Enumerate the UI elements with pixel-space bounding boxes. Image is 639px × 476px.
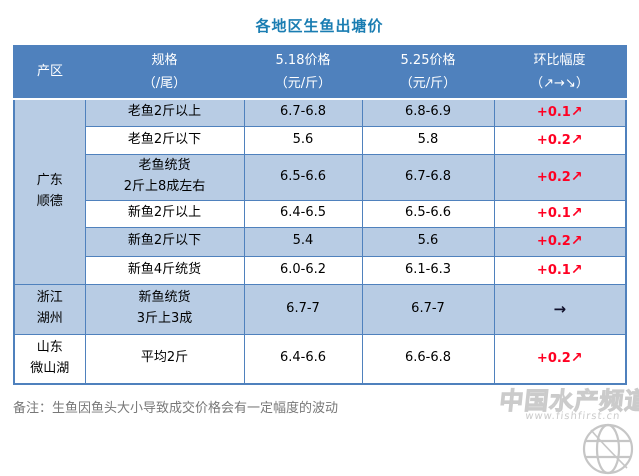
price-525-cell: 6.7-6.8 <box>361 153 495 201</box>
price-525-cell: 6.5-6.6 <box>361 199 495 228</box>
table-row: 浙江 湖州 新鱼统货 3斤上3成 6.7-7 6.7-7 → <box>13 283 627 335</box>
spec-cell: 新鱼2斤以上 <box>84 199 245 228</box>
spec-cell: 老鱼2斤以下 <box>84 125 245 155</box>
region-cell-zhejiang: 浙江 湖州 <box>13 283 86 335</box>
header-spec: 规格 （/尾） <box>85 46 244 100</box>
watermark: 中国水产频道 www.fishfirst.cn <box>449 387 639 476</box>
header-region: 产区 <box>14 46 85 100</box>
price-518-cell: 6.4-6.6 <box>243 333 363 385</box>
up-arrow-icon: ↗ <box>570 104 583 121</box>
price-518-cell: 5.4 <box>243 226 363 257</box>
table-row: 新鱼2斤以上 6.4-6.5 6.5-6.6 +0.1↗ <box>14 199 627 228</box>
change-cell: +0.1↗ <box>493 255 627 285</box>
spec-cell: 新鱼4斤统货 <box>84 255 245 285</box>
price-518-cell: 6.7-7 <box>243 283 363 335</box>
table-row: 山东 微山湖 平均2斤 6.4-6.6 6.6-6.8 +0.2↗ <box>13 333 627 385</box>
price-518-cell: 6.4-6.5 <box>243 199 363 228</box>
table-row: 新鱼4斤统货 6.0-6.2 6.1-6.3 +0.1↗ <box>14 255 627 285</box>
up-arrow-icon: ↗ <box>570 168 583 185</box>
price-518-cell: 6.0-6.2 <box>243 255 363 285</box>
change-cell: +0.2↗ <box>493 226 627 257</box>
table-header: 产区 规格 （/尾） 5.18价格 （元/斤） 5.25价格 （元/斤） 环比幅度 （↗… <box>14 46 626 100</box>
spec-cell: 老鱼统货 2斤上8成左右 <box>84 153 245 201</box>
up-arrow-icon: ↗ <box>570 261 583 278</box>
spec-cell: 老鱼2斤以上 <box>84 98 245 127</box>
header-price-518: 5.18价格 （元/斤） <box>244 46 362 100</box>
table-row: 广东 顺德 老鱼2斤以上 6.7-6.8 6.8-6.9 +0.1↗ <box>13 98 627 285</box>
footnote: 备注：生鱼因鱼头大小导致成交价格会有一定幅度的波动 <box>13 401 339 416</box>
header-price-525: 5.25价格 （元/斤） <box>362 46 494 100</box>
region-cell-guangdong: 广东 顺德 <box>13 98 86 285</box>
spec-cell: 新鱼2斤以下 <box>84 226 245 257</box>
change-cell: +0.1↗ <box>493 199 627 228</box>
region-cell-shandong: 山东 微山湖 <box>13 333 86 385</box>
price-525-cell: 5.6 <box>361 226 495 257</box>
change-cell: +0.2↗ <box>493 333 627 385</box>
change-cell: +0.1↗ <box>493 98 627 127</box>
table-row: 老鱼2斤以下 5.6 5.8 +0.2↗ <box>14 125 627 155</box>
price-525-cell: 6.8-6.9 <box>361 98 495 127</box>
change-cell: +0.2↗ <box>493 125 627 155</box>
change-cell: +0.2↗ <box>493 153 627 201</box>
fish-price-table: 产区 规格 （/尾） 5.18价格 （元/斤） 5.25价格 （元/斤） 环比幅度 （↗… <box>13 45 627 385</box>
spec-cell: 新鱼统货 3斤上3成 <box>84 283 245 335</box>
table-row: 新鱼2斤以下 5.4 5.6 +0.2↗ <box>14 226 627 257</box>
price-525-cell: 6.1-6.3 <box>361 255 495 285</box>
price-518-cell: 6.7-6.8 <box>243 98 363 127</box>
up-arrow-icon: ↗ <box>570 233 583 250</box>
page: 各地区生鱼出塘价 产区 规格 （/尾） 5.18价格 （元/斤） 5.25价格 （元/… <box>13 17 639 475</box>
up-arrow-icon: ↗ <box>570 131 583 148</box>
up-arrow-icon: ↗ <box>570 350 583 367</box>
globe-icon <box>582 424 634 475</box>
page-title: 各地区生鱼出塘价 <box>255 17 384 35</box>
header-change: 环比幅度 （↗→↘） <box>494 46 626 100</box>
price-525-cell: 6.7-7 <box>361 283 495 335</box>
up-arrow-icon: ↗ <box>570 205 583 222</box>
price-518-cell: 5.6 <box>243 125 363 155</box>
change-cell: → <box>493 283 627 335</box>
table-row: 老鱼统货 2斤上8成左右 6.5-6.6 6.7-6.8 +0.2↗ <box>14 153 627 201</box>
flat-arrow-icon: → <box>553 300 567 318</box>
price-518-cell: 6.5-6.6 <box>243 153 363 201</box>
spec-cell: 平均2斤 <box>84 333 245 385</box>
price-525-cell: 6.6-6.8 <box>361 333 495 385</box>
price-525-cell: 5.8 <box>361 125 495 155</box>
